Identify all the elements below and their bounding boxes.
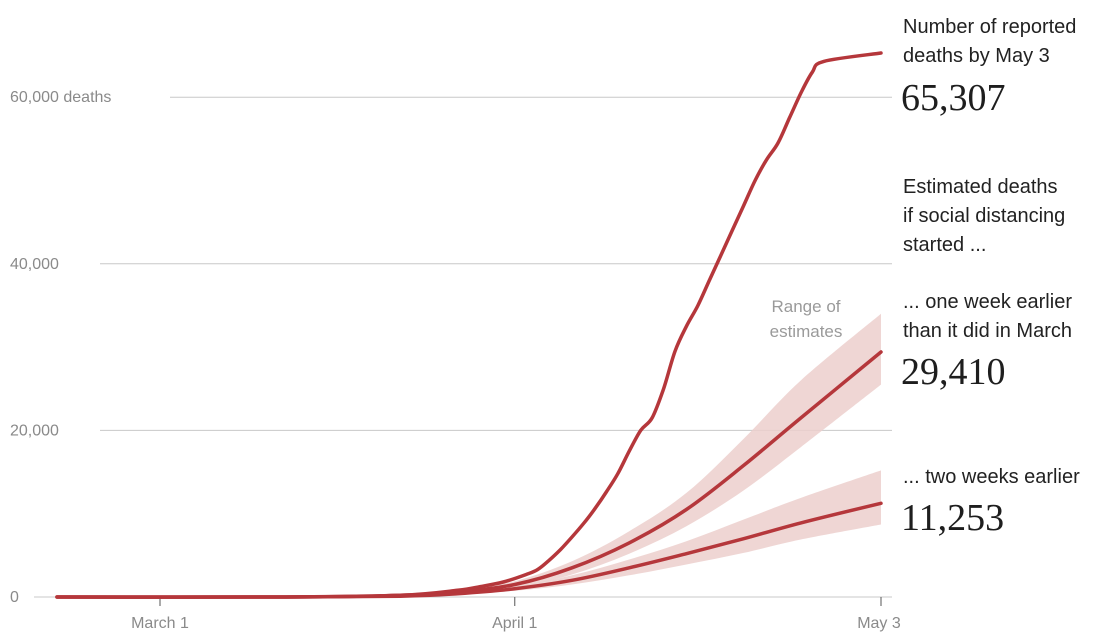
range-label-line1: Range of — [772, 297, 841, 316]
x-tick-label-0: March 1 — [131, 615, 189, 632]
one-week-value: 29,410 — [901, 351, 1006, 393]
y-tick-labels: 0 20,000 40,000 60,000 deaths — [10, 89, 111, 606]
band-one-week-earlier — [57, 313, 881, 598]
line-two-weeks-earlier — [55, 501, 883, 599]
x-axis: March 1 April 1 May 3 — [131, 597, 901, 632]
y-tick-label-3: 60,000 deaths — [10, 89, 111, 106]
line-reported — [55, 51, 883, 599]
x-tick-label-2: May 3 — [857, 615, 901, 632]
band-two-weeks-earlier — [57, 470, 881, 598]
two-weeks-value: 11,253 — [901, 497, 1004, 539]
range-bands — [57, 313, 881, 598]
series-lines — [55, 51, 883, 599]
y-tick-label-0: 0 — [10, 589, 19, 606]
one-week-label-line1: ... one week earlier — [903, 291, 1072, 313]
estimated-header-line2: if social distancing — [903, 205, 1065, 227]
reported-label-line2: deaths by May 3 — [903, 45, 1050, 67]
reported-label-line1: Number of reported — [903, 16, 1076, 38]
range-label-line2: estimates — [770, 322, 843, 341]
y-tick-label-1: 20,000 — [10, 422, 59, 439]
x-tick-label-1: April 1 — [492, 615, 537, 632]
y-tick-label-2: 40,000 — [10, 256, 59, 273]
two-weeks-label: ... two weeks earlier — [903, 466, 1080, 488]
one-week-label-line2: than it did in March — [903, 320, 1072, 342]
estimated-header-line3: started ... — [903, 234, 986, 256]
estimated-header-line1: Estimated deaths — [903, 176, 1058, 198]
reported-value: 65,307 — [901, 77, 1006, 119]
